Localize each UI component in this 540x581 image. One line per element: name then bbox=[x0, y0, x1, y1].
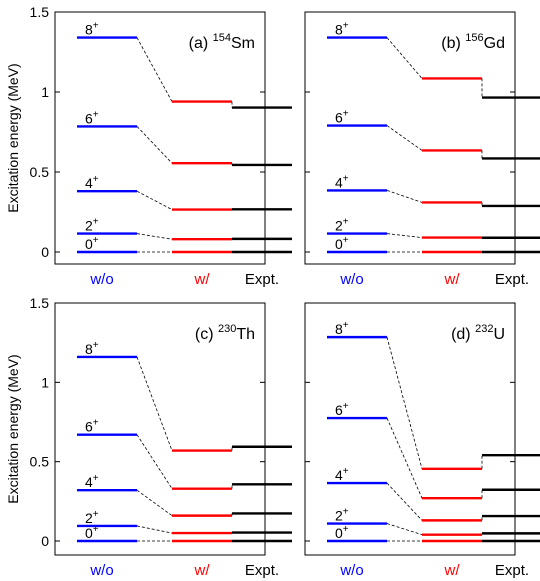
connector-wo-w bbox=[136, 190, 173, 210]
spin-label: 4+ bbox=[85, 473, 99, 490]
column-label-expt: Expt. bbox=[245, 271, 279, 288]
panel-title: (c) 230Th bbox=[195, 323, 255, 343]
spin-label: 0+ bbox=[85, 235, 99, 252]
connector-wo-w bbox=[386, 337, 423, 469]
column-label-w: w/ bbox=[194, 562, 211, 579]
y-tick-label: 1.5 bbox=[30, 4, 50, 20]
panel-title: (d) 232U bbox=[451, 323, 505, 343]
connector-wo-w bbox=[136, 126, 173, 164]
connector-wo-w bbox=[386, 417, 423, 499]
y-tick-label: 0.5 bbox=[30, 164, 50, 180]
spin-label: 6+ bbox=[335, 109, 349, 126]
spin-label: 4+ bbox=[335, 173, 349, 190]
panel-frame bbox=[54, 11, 266, 265]
spin-label: 0+ bbox=[335, 235, 349, 252]
column-label-expt: Expt. bbox=[495, 271, 529, 288]
panel-b: 0+2+ 4+ 6+ 8+ (b) 156Gd w/o w/Expt. bbox=[304, 11, 540, 288]
connector-wo-w bbox=[136, 525, 173, 534]
y-tick-label: 1 bbox=[41, 84, 49, 100]
connector-wo-w bbox=[136, 434, 173, 489]
spin-label: 0+ bbox=[335, 524, 349, 541]
panel-d: 0+2+ 4+ 6+ 8+ (d) 232U w/o w/Expt. bbox=[304, 302, 540, 579]
spin-label: 6+ bbox=[85, 109, 99, 126]
connector-wo-w bbox=[386, 190, 423, 203]
y-axis-label: Excitation energy (MeV) bbox=[5, 63, 21, 212]
connector-wo-w bbox=[136, 233, 173, 240]
spin-label: 8+ bbox=[85, 21, 99, 38]
y-tick-label: 0 bbox=[41, 244, 49, 260]
connector-wo-w bbox=[136, 37, 173, 102]
y-tick-label: 0 bbox=[41, 533, 49, 549]
column-label-wo: w/o bbox=[339, 562, 363, 579]
column-label-wo: w/o bbox=[339, 271, 363, 288]
panel-a: 0 0.5 1 1.5 Excitation energy (MeV) 0+2+ 4+ 6+ 8… bbox=[5, 4, 292, 288]
spin-label: 6+ bbox=[335, 401, 349, 418]
connector-wo-w bbox=[386, 37, 423, 79]
spin-label: 2+ bbox=[335, 217, 349, 234]
connector-wo-w bbox=[386, 233, 423, 238]
spin-label: 8+ bbox=[85, 340, 99, 357]
column-label-wo: w/o bbox=[89, 271, 113, 288]
panel-frame bbox=[304, 302, 516, 556]
panel-c: 0 0.5 1 1.5 Excitation energy (MeV) 0+2+ 4+ 6+ 8… bbox=[5, 295, 292, 579]
connector-wo-w bbox=[386, 125, 423, 151]
column-label-expt: Expt. bbox=[245, 562, 279, 579]
spin-label: 0+ bbox=[85, 524, 99, 541]
panel-title: (b) 156Gd bbox=[441, 32, 505, 52]
spin-label: 6+ bbox=[85, 418, 99, 435]
panel-title: (a) 154Sm bbox=[189, 32, 255, 52]
y-axis-label: Excitation energy (MeV) bbox=[5, 354, 21, 503]
spin-label: 8+ bbox=[335, 320, 349, 337]
connector-wo-w bbox=[386, 482, 423, 521]
panel-frame bbox=[54, 302, 266, 556]
y-tick-label: 1.5 bbox=[30, 295, 50, 311]
column-label-w: w/ bbox=[444, 562, 461, 579]
spin-label: 2+ bbox=[85, 509, 99, 526]
connector-wo-w bbox=[136, 489, 173, 516]
column-label-w: w/ bbox=[444, 271, 461, 288]
column-label-wo: w/o bbox=[89, 562, 113, 579]
connector-wo-w bbox=[386, 523, 423, 536]
spin-label: 4+ bbox=[85, 174, 99, 191]
spin-label: 4+ bbox=[335, 466, 349, 483]
connector-wo-w bbox=[136, 356, 173, 451]
column-label-expt: Expt. bbox=[495, 562, 529, 579]
spin-label: 8+ bbox=[335, 21, 349, 38]
spin-label: 2+ bbox=[85, 217, 99, 234]
panel-frame bbox=[304, 11, 516, 265]
y-tick-label: 0.5 bbox=[30, 454, 50, 470]
y-tick-label: 1 bbox=[41, 374, 49, 390]
column-label-w: w/ bbox=[194, 271, 211, 288]
spin-label: 2+ bbox=[335, 507, 349, 524]
